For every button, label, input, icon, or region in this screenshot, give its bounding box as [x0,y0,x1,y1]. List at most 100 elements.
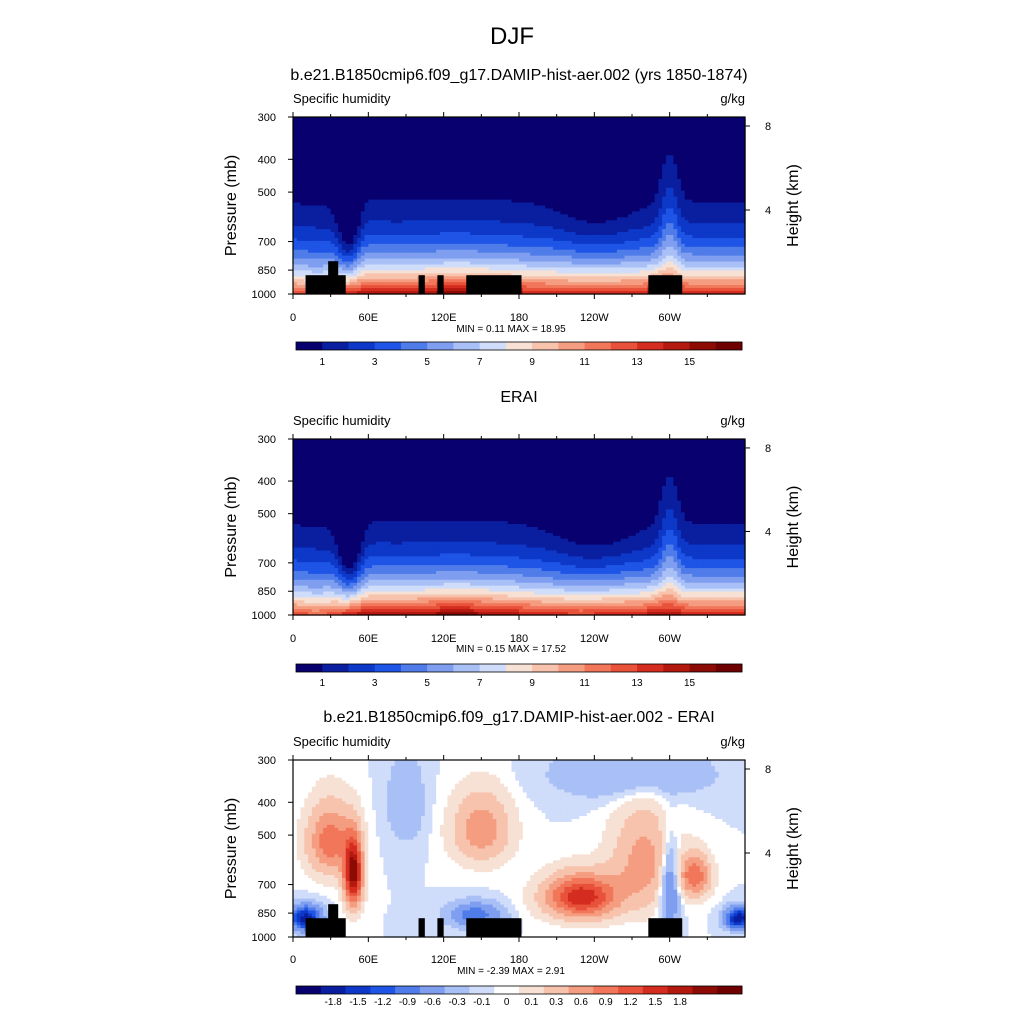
panel-title: b.e21.B1850cmip6.f09_g17.DAMIP-hist-aer.… [323,709,714,726]
y2-tick-label: 4 [765,526,771,538]
colorbar-label: 7 [477,357,483,368]
colorbar: 1 3 5 7 9 11 13 15 [296,342,742,368]
colorbar-label: 5 [424,357,430,368]
figure-title: DJF [490,23,534,50]
colorbar-box [611,342,638,350]
colorbar-label: -1.5 [349,997,367,1008]
units-label: g/kg [720,734,745,749]
panel-title: ERAI [500,389,537,406]
y-tick-label: 850 [258,586,276,598]
x-tick-label: 60W [658,312,681,324]
topography-mask [419,918,425,937]
y-tick-label: 400 [258,797,276,809]
contour-field [293,760,746,938]
colorbar-label: 15 [684,357,696,368]
topography-mask [648,918,682,937]
contour-field [293,439,746,616]
colorbar-box [494,986,519,994]
min-max-stats: MIN = 0.15 MAX = 17.52 [456,644,566,655]
colorbar-box [453,342,480,350]
x-tick-label: 120W [580,312,609,324]
y-tick-label: 400 [258,154,276,166]
colorbar-label: -0.3 [448,997,466,1008]
colorbar-label: 13 [631,357,643,368]
x-tick-label: 120E [431,954,457,966]
colorbar-box [637,342,664,350]
topography-mask [437,275,443,294]
colorbar-box [569,986,594,994]
colorbar-label: 11 [579,357,590,368]
y2-tick-label: 4 [765,848,771,860]
colorbar-label: 5 [424,678,430,689]
colorbar-box [480,664,507,672]
colorbar-box [401,664,428,672]
contour-field [293,117,746,295]
colorbar-box [420,986,445,994]
y-tick-label: 700 [258,558,276,570]
colorbar-box [506,664,533,672]
colorbar-label: 0.1 [524,997,538,1008]
colorbar-box [643,986,668,994]
colorbar-box [637,664,664,672]
x-tick-label: 120E [431,633,457,645]
topography-mask [306,918,346,937]
colorbar-box [395,986,420,994]
x-tick-label: 180 [510,312,528,324]
colorbar-box [558,342,585,350]
colorbar-label: -0.9 [399,997,417,1008]
y-tick-label: 300 [258,434,276,446]
colorbar-label: -0.1 [473,997,491,1008]
colorbar-box [370,986,395,994]
topography-mask [328,261,338,294]
colorbar-box [716,664,743,672]
colorbar-box [321,986,346,994]
colorbar-label: 9 [529,678,535,689]
colorbar-box [453,664,480,672]
y2-tick-label: 8 [765,764,771,776]
y-tick-label: 1000 [252,932,276,944]
y2-tick-label: 8 [765,121,771,133]
colorbar-label: 0.9 [599,997,613,1008]
colorbar-label: 0 [504,997,510,1008]
colorbar-box [593,986,618,994]
colorbar-box [346,986,371,994]
colorbar-label: 1 [319,678,325,689]
colorbar: -1.8 -1.5 -1.2 -0.9 -0.6 -0.3 -0.1 0 0.1 0.3 0.6 0.… [296,986,742,1008]
topography-mask [328,904,338,937]
topography-mask [419,275,425,294]
colorbar-box [663,664,690,672]
colorbar-box [585,664,612,672]
y-tick-label: 1000 [252,289,276,301]
colorbar-box [558,664,585,672]
colorbar-box [445,986,470,994]
colorbar-box [532,342,559,350]
topography-mask [306,275,346,294]
colorbar-box [296,986,321,994]
y2-axis-label: Height (km) [785,486,802,569]
y2-tick-label: 4 [765,205,771,217]
x-tick-label: 60E [359,633,379,645]
colorbar-box [296,664,323,672]
colorbar-box [611,664,638,672]
colorbar-label: 0.3 [549,997,563,1008]
colorbar-box [322,342,349,350]
x-tick-label: 0 [290,633,296,645]
colorbar-label: 3 [372,357,378,368]
variable-label: Specific humidity [293,413,391,428]
colorbar-label: 7 [477,678,483,689]
colorbar-box [322,664,349,672]
colorbar-label: 1.5 [648,997,662,1008]
colorbar-label: 0.6 [574,997,588,1008]
colorbar-box [375,664,402,672]
colorbar-label: 13 [631,678,643,689]
colorbar-box [544,986,569,994]
min-max-stats: MIN = -2.39 MAX = 2.91 [457,966,565,977]
colorbar-box [469,986,494,994]
colorbar-box [690,664,717,672]
y-axis-label: Pressure (mb) [223,155,240,256]
units-label: g/kg [720,91,745,106]
colorbar-box [480,342,507,350]
y-tick-label: 500 [258,830,276,842]
x-tick-label: 60W [658,633,681,645]
x-tick-label: 120E [431,312,457,324]
